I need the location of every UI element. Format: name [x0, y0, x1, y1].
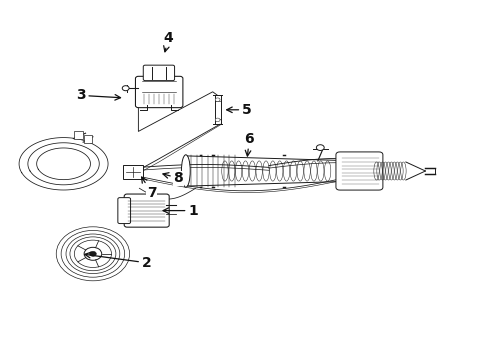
- Circle shape: [70, 237, 116, 271]
- FancyBboxPatch shape: [335, 152, 382, 190]
- Circle shape: [316, 145, 324, 150]
- Circle shape: [74, 240, 111, 267]
- Circle shape: [122, 86, 129, 91]
- Text: 3: 3: [76, 89, 120, 102]
- Text: 7: 7: [142, 177, 156, 199]
- Circle shape: [66, 234, 120, 274]
- Circle shape: [89, 251, 96, 256]
- Text: 1: 1: [163, 204, 198, 217]
- FancyBboxPatch shape: [135, 76, 183, 108]
- Text: 6: 6: [244, 132, 254, 156]
- FancyBboxPatch shape: [124, 194, 169, 227]
- Ellipse shape: [181, 155, 190, 187]
- FancyBboxPatch shape: [74, 131, 82, 139]
- Circle shape: [56, 227, 129, 281]
- FancyBboxPatch shape: [143, 65, 174, 81]
- Text: 8: 8: [163, 171, 183, 185]
- Circle shape: [61, 230, 124, 277]
- Circle shape: [84, 247, 102, 260]
- Text: 2: 2: [84, 252, 151, 270]
- Circle shape: [215, 98, 220, 102]
- Text: 4: 4: [163, 31, 173, 52]
- FancyBboxPatch shape: [83, 135, 92, 143]
- Text: 5: 5: [226, 103, 251, 117]
- Circle shape: [215, 118, 220, 122]
- FancyBboxPatch shape: [123, 165, 142, 179]
- FancyBboxPatch shape: [118, 198, 130, 224]
